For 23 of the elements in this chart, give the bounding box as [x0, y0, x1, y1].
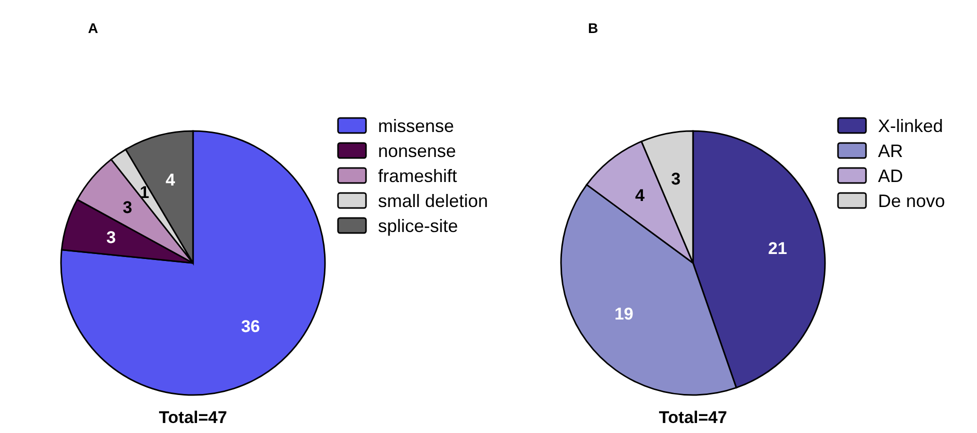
- legend-label: small deletion: [378, 191, 488, 211]
- data-label: 36: [241, 317, 260, 336]
- chart-title: B: [588, 20, 598, 36]
- chart-title: A: [88, 20, 98, 36]
- pie-slice: [60, 130, 326, 396]
- data-label: 3: [106, 228, 116, 248]
- legend-label: AD: [878, 166, 904, 186]
- text: Total=47: [658, 408, 728, 427]
- legend-label: frameshift: [378, 166, 458, 186]
- legend-label: AR: [878, 141, 904, 161]
- data-label: 1: [140, 182, 150, 202]
- data-label: 21: [768, 239, 788, 258]
- legend-label: De novo: [878, 191, 946, 211]
- text: Total=47: [158, 408, 228, 427]
- data-label: 4: [635, 186, 646, 206]
- legend-label: missense: [378, 116, 454, 136]
- legend-label: splice-site: [378, 216, 458, 236]
- data-label: 19: [614, 304, 634, 324]
- legend-label: X-linked: [878, 116, 944, 136]
- data-label: 3: [671, 169, 681, 188]
- data-label: 4: [166, 170, 176, 190]
- data-label: 3: [122, 198, 132, 218]
- legend-label: nonsense: [378, 141, 456, 161]
